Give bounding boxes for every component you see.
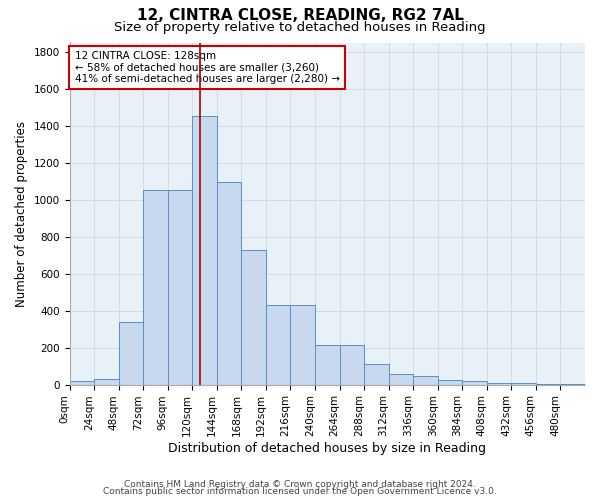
Bar bbox=[487, 382, 511, 384]
Bar bbox=[94, 379, 119, 384]
Bar bbox=[413, 376, 438, 384]
Bar bbox=[315, 345, 340, 385]
Bar bbox=[70, 381, 94, 384]
Text: Size of property relative to detached houses in Reading: Size of property relative to detached ho… bbox=[114, 21, 486, 34]
Bar bbox=[511, 382, 536, 384]
Bar bbox=[290, 305, 315, 384]
Bar bbox=[389, 374, 413, 384]
Bar bbox=[266, 305, 290, 384]
Text: 12 CINTRA CLOSE: 128sqm
← 58% of detached houses are smaller (3,260)
41% of semi: 12 CINTRA CLOSE: 128sqm ← 58% of detache… bbox=[74, 51, 340, 84]
Bar bbox=[462, 381, 487, 384]
Text: Contains public sector information licensed under the Open Government Licence v3: Contains public sector information licen… bbox=[103, 488, 497, 496]
Bar bbox=[168, 190, 192, 384]
X-axis label: Distribution of detached houses by size in Reading: Distribution of detached houses by size … bbox=[168, 442, 486, 455]
Y-axis label: Number of detached properties: Number of detached properties bbox=[15, 120, 28, 306]
Bar bbox=[438, 380, 462, 384]
Bar bbox=[340, 345, 364, 385]
Bar bbox=[192, 116, 217, 384]
Bar bbox=[143, 190, 168, 384]
Text: Contains HM Land Registry data © Crown copyright and database right 2024.: Contains HM Land Registry data © Crown c… bbox=[124, 480, 476, 489]
Bar bbox=[241, 250, 266, 384]
Bar bbox=[119, 322, 143, 384]
Bar bbox=[217, 182, 241, 384]
Bar bbox=[364, 364, 389, 384]
Text: 12, CINTRA CLOSE, READING, RG2 7AL: 12, CINTRA CLOSE, READING, RG2 7AL bbox=[137, 8, 463, 22]
